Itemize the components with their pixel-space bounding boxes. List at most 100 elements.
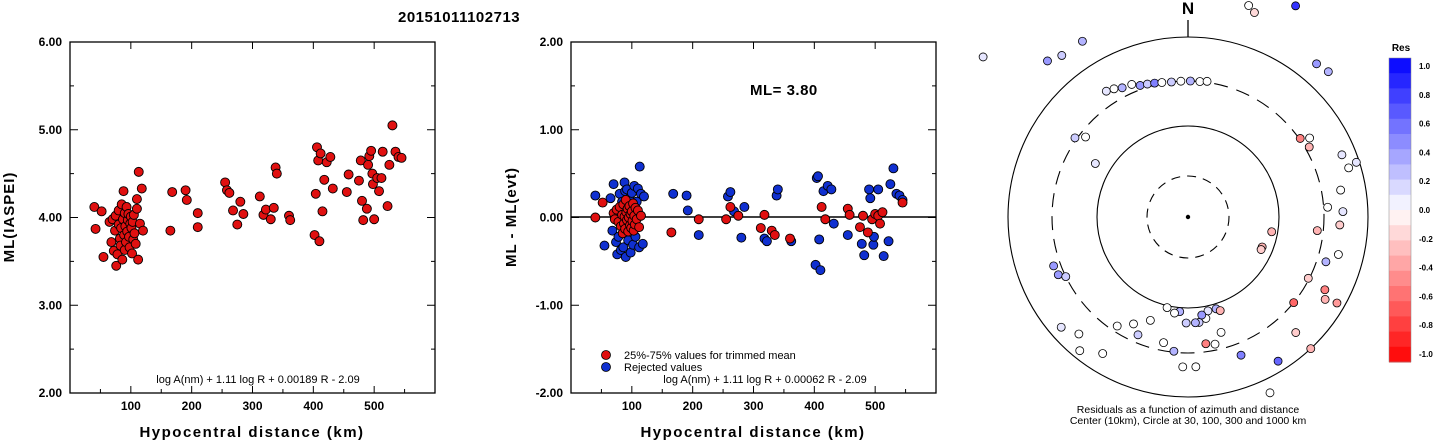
trimmed-residual-point xyxy=(816,202,827,212)
ml-data-point xyxy=(106,237,117,248)
plot2-points xyxy=(590,161,908,276)
ml-data-point xyxy=(325,152,336,162)
ml-data-point xyxy=(366,145,377,156)
colorbar-tick-label: -0.6 xyxy=(1419,292,1433,301)
station-point xyxy=(1075,346,1085,356)
colorbar-tick-label: 0.6 xyxy=(1419,120,1431,129)
trimmed-residual-point xyxy=(875,218,885,229)
ml-data-point xyxy=(192,208,203,219)
station-point xyxy=(1197,310,1207,320)
rejected-residual-point xyxy=(856,238,867,249)
station-point xyxy=(1117,83,1127,93)
ml-data-point xyxy=(133,166,144,177)
plot2-y-axis-label: ML - ML(evt) xyxy=(503,167,520,267)
ml-data-point xyxy=(341,187,352,198)
ring-300km xyxy=(1051,80,1325,354)
trimmed-residual-point xyxy=(666,227,677,238)
residual-colorbar: Res 1.0 0.8 0.6 0.4 0.2 0.0 -0.2 -0.4 -0.6 -0.8 -1… xyxy=(1388,43,1433,363)
station-point xyxy=(1181,318,1191,328)
ml-data-point xyxy=(90,223,101,234)
y-tick-label: 4.00 xyxy=(39,211,63,225)
trimmed-residual-point xyxy=(693,214,704,225)
colorbar-cell xyxy=(1389,346,1411,363)
ml-data-point xyxy=(363,159,374,170)
colorbar-cell xyxy=(1389,316,1411,333)
station-point xyxy=(1145,315,1155,325)
ml-data-point xyxy=(130,238,141,249)
ml-data-point xyxy=(317,206,328,217)
station-point xyxy=(1312,226,1322,235)
colorbar-tick-label: 0.0 xyxy=(1419,206,1431,215)
ml-data-point xyxy=(314,236,325,247)
station-point xyxy=(1295,134,1305,143)
ml-data-point xyxy=(382,201,393,212)
ml-data-point xyxy=(271,168,282,179)
station-point xyxy=(1056,322,1066,332)
epicenter-dot xyxy=(1185,214,1191,220)
colorbar-cell xyxy=(1389,255,1411,272)
ml-data-point xyxy=(238,209,249,219)
rejected-residual-point xyxy=(878,251,889,262)
y-tick-label: 2.00 xyxy=(540,35,564,49)
ml-data-point xyxy=(268,202,279,213)
rejected-residual-point xyxy=(873,184,884,195)
station-point xyxy=(1185,76,1195,86)
station-point xyxy=(1289,298,1299,307)
ml-data-point xyxy=(377,146,388,157)
legend-marker-rejected xyxy=(601,362,611,372)
colorbar-tick-label: 0.4 xyxy=(1419,148,1431,157)
rejected-residual-point xyxy=(599,240,610,251)
colorbar-cell xyxy=(1389,118,1411,135)
trimmed-residual-point xyxy=(855,222,865,233)
legend-label-rejected: Rejected values xyxy=(624,362,703,374)
station-point xyxy=(1150,78,1160,88)
ml-data-point xyxy=(357,195,367,206)
colorbar-cell xyxy=(1389,240,1411,257)
station-point xyxy=(1216,327,1226,337)
legend-marker-trimmed xyxy=(601,350,611,360)
y-tick-label: 5.00 xyxy=(39,123,63,137)
colorbar-title: Res xyxy=(1392,43,1411,54)
rejected-residual-point xyxy=(693,230,704,241)
ml-data-point xyxy=(343,169,354,180)
station-point xyxy=(1162,303,1172,313)
rejected-residual-point xyxy=(888,163,899,174)
colorbar-cell xyxy=(1389,164,1411,181)
station-point xyxy=(1338,207,1348,216)
trimmed-residual-point xyxy=(769,230,780,241)
colorbar-cell xyxy=(1389,103,1411,120)
rejected-residual-point xyxy=(828,218,839,229)
station-point xyxy=(1049,261,1059,271)
x-tick-label: 100 xyxy=(121,399,141,413)
station-point xyxy=(1304,142,1314,152)
station-point xyxy=(1337,150,1347,160)
trimmed-residual-point xyxy=(721,214,732,225)
x-tick-label: 100 xyxy=(622,399,642,413)
station-point xyxy=(1157,78,1167,87)
rejected-residual-point xyxy=(681,190,692,201)
colorbar-tick-label: 0.2 xyxy=(1419,177,1431,186)
ml-data-point xyxy=(89,202,100,212)
station-point xyxy=(1323,67,1333,77)
x-tick-label: 200 xyxy=(182,399,202,413)
station-point xyxy=(1351,157,1361,167)
trimmed-residual-point xyxy=(733,210,744,221)
colorbar-tick-label: -0.4 xyxy=(1419,264,1433,273)
colorbar-cell xyxy=(1389,149,1411,165)
trimmed-residual-point xyxy=(590,212,601,223)
x-tick-label: 200 xyxy=(683,399,703,413)
ml-data-point xyxy=(167,187,178,198)
station-point xyxy=(1081,132,1090,142)
plot2-x-axis-label: Hypocentral distance (km) xyxy=(640,424,865,441)
polar-caption-2: Center (10km), Circle at 30, 100, 300 an… xyxy=(1070,415,1307,427)
y-tick-label: -1.00 xyxy=(536,298,564,312)
station-point xyxy=(1312,59,1321,69)
colorbar-cell xyxy=(1389,58,1411,74)
station-point xyxy=(1321,257,1331,267)
plot2-legend: 25%-75% values for trimmed mean Rejected… xyxy=(601,350,796,374)
colorbar-cell xyxy=(1389,194,1411,211)
ml-data-point xyxy=(361,203,372,214)
rejected-residual-point xyxy=(739,202,750,212)
ml-data-point xyxy=(232,219,243,230)
